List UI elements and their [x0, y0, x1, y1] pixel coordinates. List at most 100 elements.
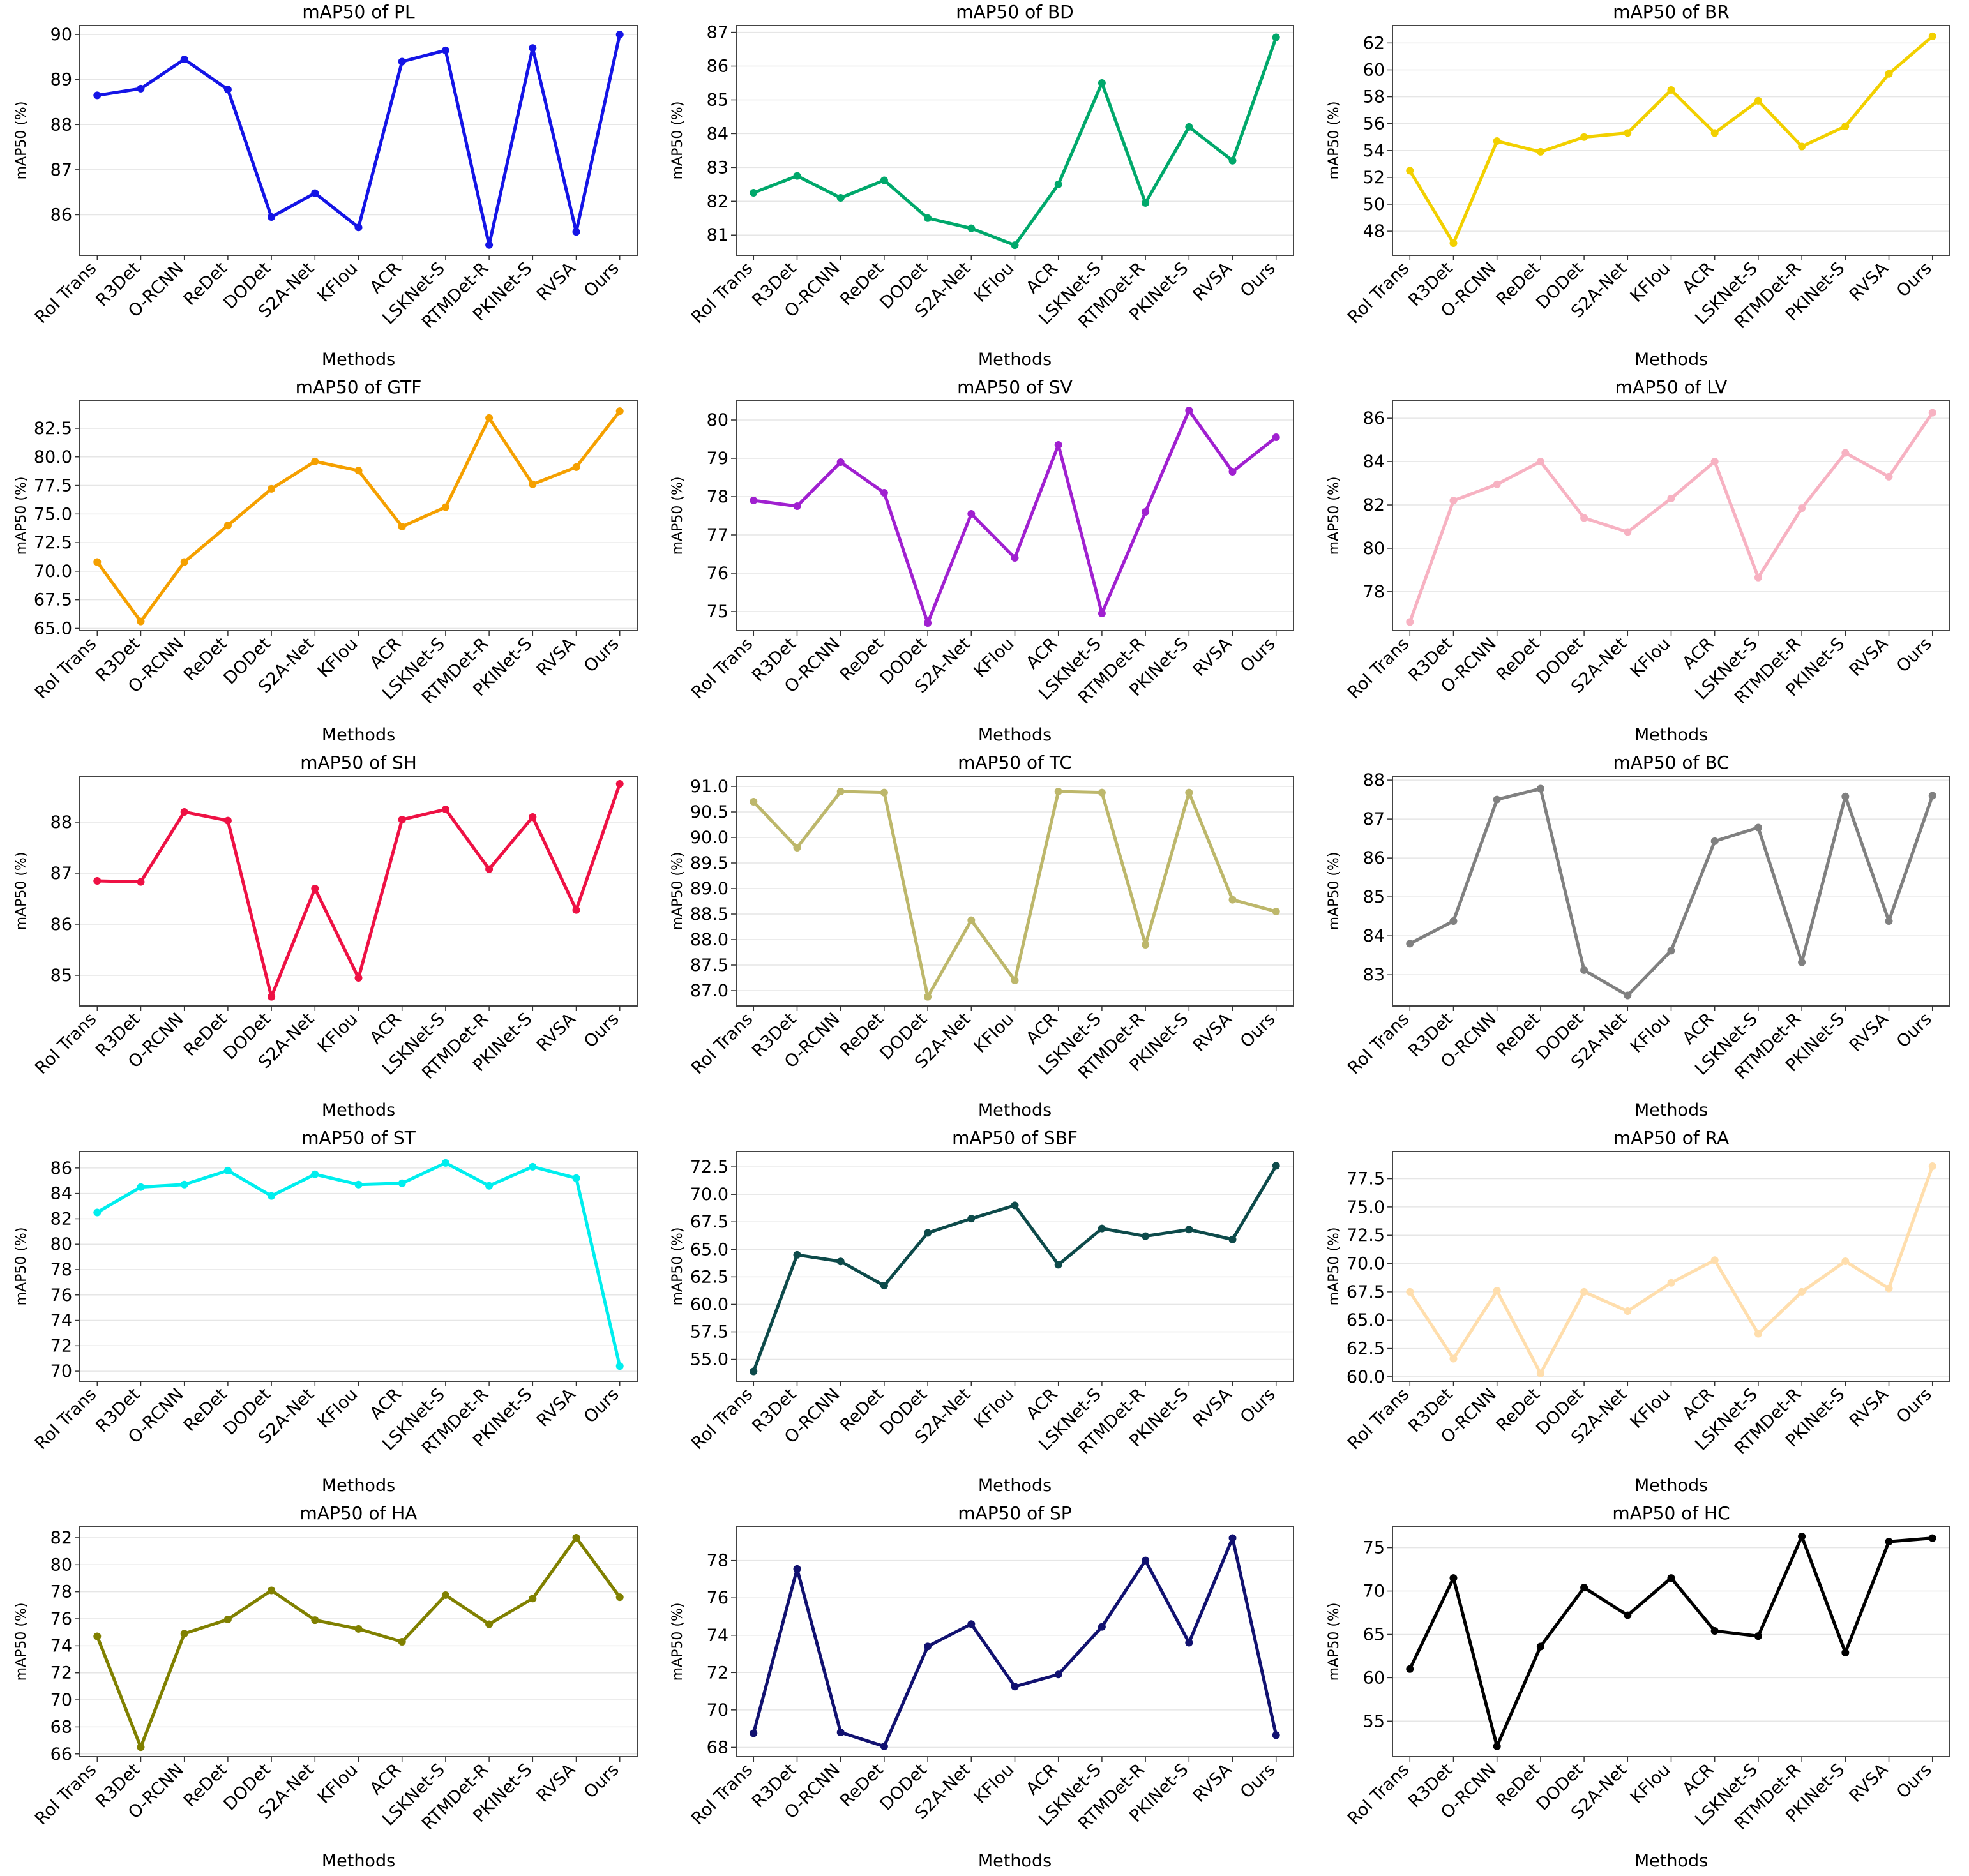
y-tick-label: 86 — [707, 57, 728, 77]
data-point — [1928, 792, 1936, 800]
data-point — [1011, 1201, 1019, 1210]
y-tick-label: 84 — [1363, 452, 1385, 472]
y-tick-label: 82 — [707, 191, 728, 211]
y-tick-label: 68 — [50, 1717, 72, 1737]
y-tick-label: 84 — [1363, 926, 1385, 946]
x-tick-label: RVSA — [1189, 259, 1236, 305]
data-point — [180, 1630, 188, 1638]
y-tick-label: 58 — [1363, 87, 1385, 107]
x-tick-label: RoI Trans — [1344, 259, 1413, 327]
x-tick-label: ACR — [1022, 259, 1061, 297]
x-tick-label: Ours — [1237, 259, 1279, 301]
data-point — [398, 57, 406, 66]
x-tick-label: Ours — [1893, 1384, 1936, 1427]
y-tick-label: 78 — [50, 1582, 72, 1602]
x-tick-label: Ours — [580, 1009, 623, 1052]
x-tick-label: RVSA — [533, 1760, 580, 1806]
y-tick-label: 78 — [1363, 582, 1385, 602]
data-point — [529, 813, 537, 821]
data-point — [268, 1586, 276, 1595]
y-tick-label: 77.5 — [34, 476, 72, 496]
y-tick-label: 76 — [50, 1286, 72, 1305]
data-point — [1011, 241, 1019, 250]
data-point — [880, 1742, 888, 1750]
x-tick-label: RoI Trans — [688, 1760, 757, 1829]
data-line — [751, 1165, 1278, 1372]
data-point — [1185, 407, 1193, 414]
data-point — [1841, 122, 1850, 130]
x-axis-label: Methods — [1634, 1100, 1708, 1120]
data-point — [1228, 896, 1237, 904]
chart-title: mAP50 of SP — [958, 1503, 1071, 1524]
y-tick-label: 60 — [1363, 60, 1385, 80]
data-point — [354, 467, 363, 475]
data-point — [485, 865, 494, 873]
x-axis-label: Methods — [978, 1100, 1052, 1120]
data-point — [1493, 1287, 1501, 1295]
y-axis-label: mAP50 (%) — [1326, 477, 1342, 555]
data-point — [924, 619, 932, 627]
data-point — [441, 503, 449, 511]
data-point — [441, 806, 449, 813]
data-point — [1580, 1287, 1588, 1296]
data-point — [615, 1362, 624, 1370]
data-point — [1928, 409, 1936, 417]
data-point — [223, 816, 232, 825]
x-tick-label: ACR — [1679, 1009, 1717, 1048]
data-line — [1408, 412, 1934, 623]
data-point — [750, 497, 758, 504]
y-axis-label: mAP50 (%) — [13, 477, 29, 555]
data-point — [967, 1215, 976, 1223]
data-point — [354, 1180, 363, 1189]
y-tick-label: 78 — [707, 487, 728, 507]
y-tick-label: 60.0 — [690, 1294, 728, 1314]
y-tick-label: 72.5 — [690, 1157, 728, 1177]
data-point — [137, 1743, 145, 1752]
y-tick-label: 70.0 — [1347, 1254, 1385, 1274]
x-tick-label: ACR — [366, 634, 405, 673]
x-tick-label: Ours — [1237, 634, 1279, 677]
data-point — [750, 189, 758, 197]
y-tick-label: 82 — [1363, 495, 1385, 515]
data-point — [223, 522, 232, 530]
x-axis-label: Methods — [322, 1851, 395, 1871]
data-point — [615, 1593, 624, 1602]
x-tick-label: RoI Trans — [31, 259, 100, 327]
data-point — [311, 189, 319, 197]
chart-title: mAP50 of LV — [1615, 377, 1727, 398]
y-tick-label: 87.5 — [690, 956, 728, 975]
x-tick-label: ACR — [1022, 1760, 1061, 1799]
y-tick-label: 75.0 — [1347, 1197, 1385, 1217]
data-point — [311, 1616, 319, 1625]
data-point — [1449, 497, 1458, 505]
data-point — [1928, 1162, 1936, 1171]
x-axis-label: Methods — [1634, 350, 1708, 370]
y-tick-label: 50 — [1363, 195, 1385, 214]
data-point — [1011, 554, 1019, 562]
y-tick-label: 87.0 — [690, 981, 728, 1001]
x-tick-label: ACR — [366, 1760, 405, 1799]
x-tick-label: ACR — [1022, 634, 1061, 673]
data-line — [753, 409, 1278, 625]
data-point — [1098, 788, 1106, 797]
x-tick-label: ACR — [1679, 1760, 1717, 1799]
data-point — [924, 1642, 932, 1651]
data-point — [398, 523, 406, 531]
data-point — [1580, 1584, 1588, 1592]
data-point — [137, 1183, 145, 1191]
y-tick-label: 60 — [1363, 1668, 1385, 1688]
data-point — [1667, 1574, 1675, 1582]
data-point — [93, 1632, 102, 1640]
plot-frame — [736, 1151, 1294, 1382]
y-tick-label: 76 — [707, 1588, 728, 1608]
data-point — [1710, 1627, 1719, 1635]
data-point — [180, 558, 188, 566]
chart-title: mAP50 of ST — [301, 1127, 416, 1148]
x-axis-label: Methods — [978, 1851, 1052, 1871]
data-point — [485, 1182, 494, 1190]
data-point — [1928, 32, 1936, 40]
plot-frame — [1392, 400, 1950, 631]
y-tick-label: 57.5 — [690, 1322, 728, 1342]
